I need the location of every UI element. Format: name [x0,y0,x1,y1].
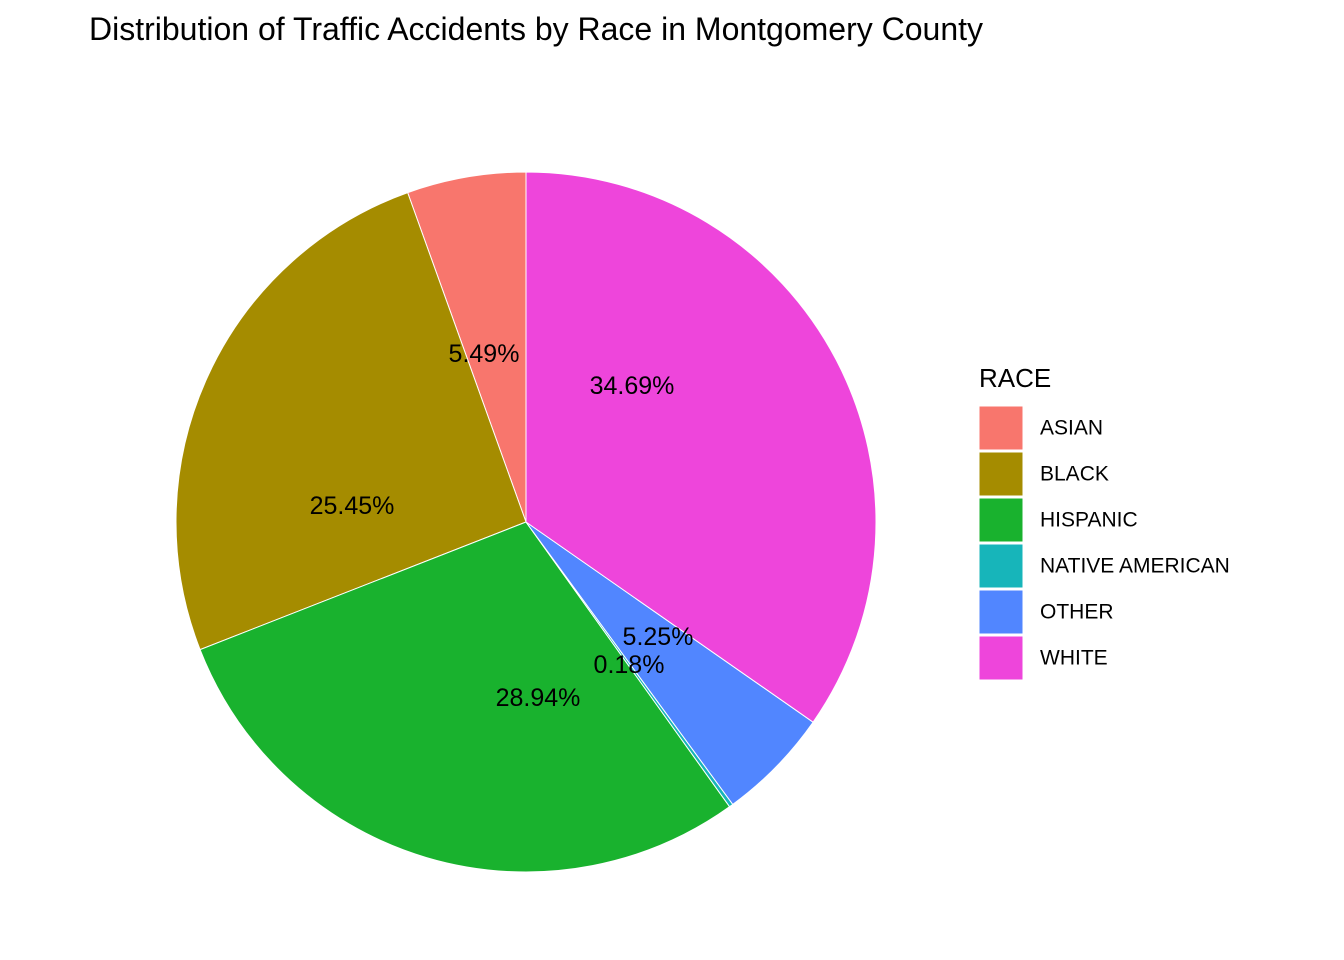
slice-label-black: 25.45% [310,492,395,520]
legend: RACE ASIAN BLACK HISPANIC NATIVE AMERICAN OT… [978,363,1230,681]
pie-slice-hispanic [199,521,731,873]
pie-slice-black [175,191,527,651]
legend-label-other: OTHER [1040,601,1114,624]
slice-label-white: 34.69% [590,372,675,400]
slice-label-hispanic: 28.94% [496,684,581,712]
legend-label-white: WHITE [1040,647,1108,670]
slice-label-other: 5.25% [623,623,694,651]
legend-label-asian: ASIAN [1040,417,1103,440]
legend-swatch-other [978,589,1024,635]
slice-label-asian: 5.49% [449,340,520,368]
legend-label-hispanic: HISPANIC [1040,509,1138,532]
legend-items: ASIAN BLACK HISPANIC NATIVE AMERICAN OTHER WH… [978,405,1230,681]
legend-swatch-hispanic [978,497,1024,543]
pie-slices [175,171,877,873]
slice-label-native-american: 0.18% [594,651,665,679]
legend-swatch-white [978,635,1024,681]
chart-title: Distribution of Traffic Accidents by Rac… [89,11,983,47]
legend-label-native-american: NATIVE AMERICAN [1040,555,1230,578]
legend-swatch-black [978,451,1024,497]
pie-slice-labels: 5.49% 25.45% 28.94% 0.18%5.25% 34.69% [310,340,694,712]
legend-label-black: BLACK [1040,463,1109,486]
legend-swatch-native-american [978,543,1024,589]
legend-swatch-asian [978,405,1024,451]
pie-slice-white [525,171,877,723]
legend-title: RACE [979,363,1051,393]
